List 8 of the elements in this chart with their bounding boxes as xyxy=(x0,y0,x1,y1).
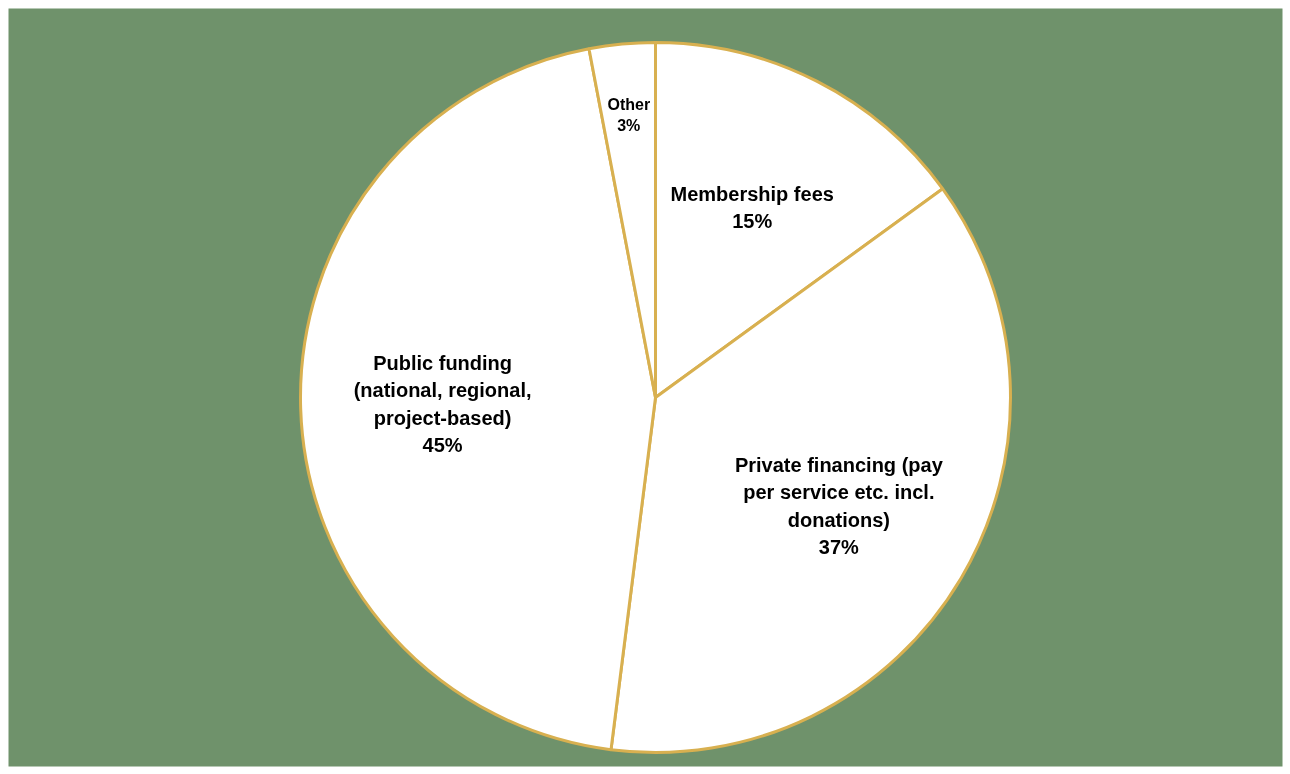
slice-label: Membership fees xyxy=(670,182,834,205)
data-label: 3% xyxy=(617,116,641,134)
data-label: 45% xyxy=(422,434,463,457)
data-label: 15% xyxy=(732,210,773,233)
slice-label: Public funding (national, regional, project-based) xyxy=(353,351,532,429)
data-label: 37% xyxy=(818,536,860,559)
slice-label: Other xyxy=(607,95,651,113)
slice-label: Private financing (pay per service etc. incl. donations) xyxy=(734,453,944,531)
